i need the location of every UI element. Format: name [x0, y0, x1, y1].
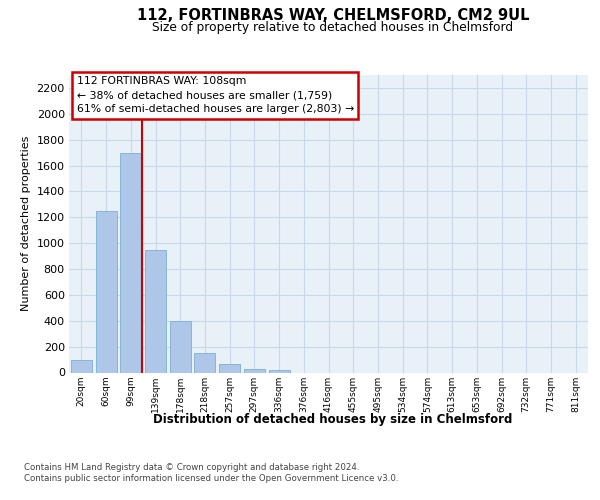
Bar: [120, 152, 141, 372]
Bar: [95, 211, 116, 372]
Text: Contains HM Land Registry data © Crown copyright and database right 2024.: Contains HM Land Registry data © Crown c…: [24, 462, 359, 471]
Text: 112, FORTINBRAS WAY, CHELMSFORD, CM2 9UL: 112, FORTINBRAS WAY, CHELMSFORD, CM2 9UL: [137, 8, 529, 22]
Text: Contains public sector information licensed under the Open Government Licence v3: Contains public sector information licen…: [24, 474, 398, 483]
Bar: [170, 321, 191, 372]
Y-axis label: Number of detached properties: Number of detached properties: [21, 136, 31, 312]
Text: Size of property relative to detached houses in Chelmsford: Size of property relative to detached ho…: [152, 21, 514, 34]
Bar: [244, 370, 265, 372]
Text: 112 FORTINBRAS WAY: 108sqm
← 38% of detached houses are smaller (1,759)
61% of s: 112 FORTINBRAS WAY: 108sqm ← 38% of deta…: [77, 76, 354, 114]
Bar: [219, 364, 240, 372]
Bar: [145, 250, 166, 372]
Bar: [71, 360, 92, 372]
Text: Distribution of detached houses by size in Chelmsford: Distribution of detached houses by size …: [154, 412, 512, 426]
Bar: [194, 353, 215, 372]
Bar: [269, 370, 290, 372]
